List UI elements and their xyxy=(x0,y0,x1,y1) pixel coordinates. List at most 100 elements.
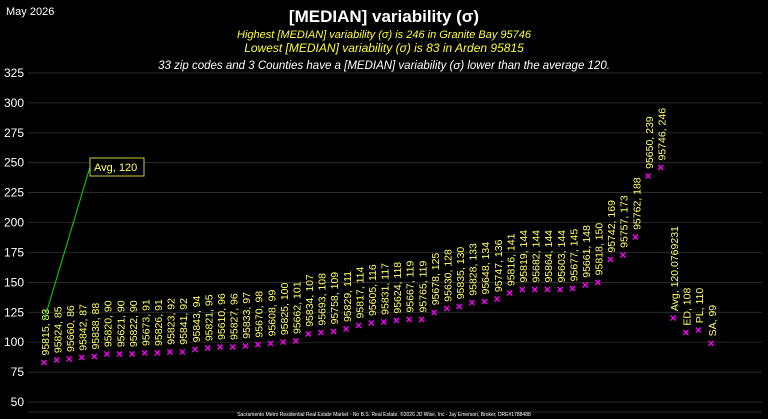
y-tick-label: 300 xyxy=(4,96,24,110)
data-point-label: 95747, 136 xyxy=(493,239,505,292)
data-point-label: PL, 110 xyxy=(694,288,706,324)
y-tick-label: 125 xyxy=(4,305,24,319)
data-point-marker: × xyxy=(556,283,563,297)
data-point-marker: × xyxy=(443,302,450,316)
data-point-marker: × xyxy=(468,296,475,310)
data-point-label: 95817, 114 xyxy=(354,267,366,319)
data-point-marker: × xyxy=(695,323,702,337)
data-point-label: 95630, 128 xyxy=(442,249,454,302)
average-callout-label: Avg, 120 xyxy=(94,162,137,174)
average-callout-box xyxy=(89,157,145,177)
data-point-marker: × xyxy=(292,334,299,348)
data-point-marker: × xyxy=(594,275,601,289)
data-point-marker: × xyxy=(645,169,652,183)
data-point-marker: × xyxy=(317,326,324,340)
data-point-marker: × xyxy=(267,336,274,350)
data-point-marker: × xyxy=(393,314,400,328)
data-point-label: 95661, 148 xyxy=(581,225,593,278)
data-point-marker: × xyxy=(179,345,186,359)
y-tick-label: 50 xyxy=(11,395,25,409)
data-point-label: 95762, 188 xyxy=(631,177,643,230)
data-point-label: 95841, 92 xyxy=(178,298,190,345)
data-point-marker: × xyxy=(154,346,161,360)
data-point-label: 95825, 100 xyxy=(279,282,291,335)
data-point-label: 95823, 92 xyxy=(166,298,178,345)
data-point-marker: × xyxy=(368,316,375,330)
data-point-marker: × xyxy=(141,346,148,360)
data-point-marker: × xyxy=(330,324,337,338)
average-callout-line xyxy=(43,166,91,321)
y-axis: 50 75 100 125 150 175 200 225 250 275 300 325 xyxy=(4,66,24,409)
data-point-label: 95827, 96 xyxy=(229,293,241,340)
data-point-label: 95842, 87 xyxy=(78,304,90,351)
data-point-marker: × xyxy=(632,230,639,244)
data-point-label: 95843, 94 xyxy=(191,295,203,342)
data-point-marker: × xyxy=(544,283,551,297)
data-point-marker: × xyxy=(305,327,312,341)
data-point-marker: × xyxy=(481,295,488,309)
data-point-label: 95608, 99 xyxy=(266,290,278,337)
data-point-marker: × xyxy=(431,305,438,319)
data-point-label: 95603, 144 xyxy=(556,230,568,283)
chart-subtitle-count: 33 zip codes and 3 Counties have a [MEDI… xyxy=(158,60,610,72)
data-point-label: 95667, 119 xyxy=(405,261,417,313)
gridlines xyxy=(28,72,762,403)
chart-title: [MEDIAN] variability (σ) xyxy=(289,7,479,26)
data-point-label: 95831, 117 xyxy=(380,263,392,315)
data-point-marker: × xyxy=(66,352,73,366)
data-point-label: 95835, 130 xyxy=(455,247,467,300)
data-point-label: 95818, 150 xyxy=(594,223,606,276)
data-point-label: 95693, 108 xyxy=(317,273,329,326)
data-point-label: 95822, 90 xyxy=(128,300,140,347)
data-point-marker: × xyxy=(418,312,425,326)
data-point-label: 95819, 144 xyxy=(518,230,530,283)
data-point-marker: × xyxy=(670,311,677,325)
data-point-marker: × xyxy=(405,312,412,326)
data-point-marker: × xyxy=(456,299,463,313)
data-point-marker: × xyxy=(40,356,47,370)
data-point-label: 95829, 111 xyxy=(342,271,354,322)
y-tick-label: 75 xyxy=(11,365,25,379)
data-point-marker: × xyxy=(116,347,123,361)
data-point-marker: × xyxy=(569,281,576,295)
data-point-marker: × xyxy=(619,248,626,262)
data-point-label: 95677, 145 xyxy=(568,229,580,282)
data-point-label: SA, 99 xyxy=(707,305,719,337)
data-point-marker: × xyxy=(254,338,261,352)
data-point-marker: × xyxy=(343,322,350,336)
data-point-marker: × xyxy=(78,351,85,365)
data-point-marker: × xyxy=(682,326,689,340)
data-point-label: 95678, 125 xyxy=(430,253,442,306)
data-point-label: 95834, 107 xyxy=(304,274,316,327)
data-point-label: 95746, 246 xyxy=(656,108,668,161)
data-point-label: Avg, 120.0769231 xyxy=(669,226,681,311)
y-tick-label: 100 xyxy=(4,335,24,349)
data-point-marker: × xyxy=(707,336,714,350)
data-point-label: 95624, 118 xyxy=(392,262,404,314)
y-tick-label: 250 xyxy=(4,156,24,170)
data-point-label: 95820, 90 xyxy=(103,300,115,347)
y-tick-label: 200 xyxy=(4,216,24,230)
data-point-label: 95650, 239 xyxy=(644,116,656,169)
data-point-marker: × xyxy=(355,318,362,332)
data-point-label: 95605, 116 xyxy=(367,264,379,316)
y-tick-label: 225 xyxy=(4,186,24,200)
data-point-label: 95757, 173 xyxy=(619,195,631,248)
data-point-label: 95826, 91 xyxy=(153,299,165,346)
data-point-label: 95816, 141 xyxy=(505,233,517,286)
data-point-marker: × xyxy=(166,345,173,359)
data-point-label: 95864, 144 xyxy=(543,230,555,283)
data-point-marker: × xyxy=(506,286,513,300)
data-point-marker: × xyxy=(91,350,98,364)
y-tick-label: 175 xyxy=(4,245,24,259)
data-point-label: 95815, 83 xyxy=(40,309,52,356)
chart-subtitle-lowest: Lowest [MEDIAN] variability (σ) is 83 in… xyxy=(244,41,524,55)
data-point-marker: × xyxy=(192,342,199,356)
data-point-label: 95621, 90 xyxy=(115,300,127,347)
data-point-label: 95742, 169 xyxy=(606,200,618,253)
data-point-label: 95758, 109 xyxy=(329,272,341,325)
chart-footer: Sacramento Metro Residential Real Estate… xyxy=(237,411,531,418)
data-point-marker: × xyxy=(103,347,110,361)
